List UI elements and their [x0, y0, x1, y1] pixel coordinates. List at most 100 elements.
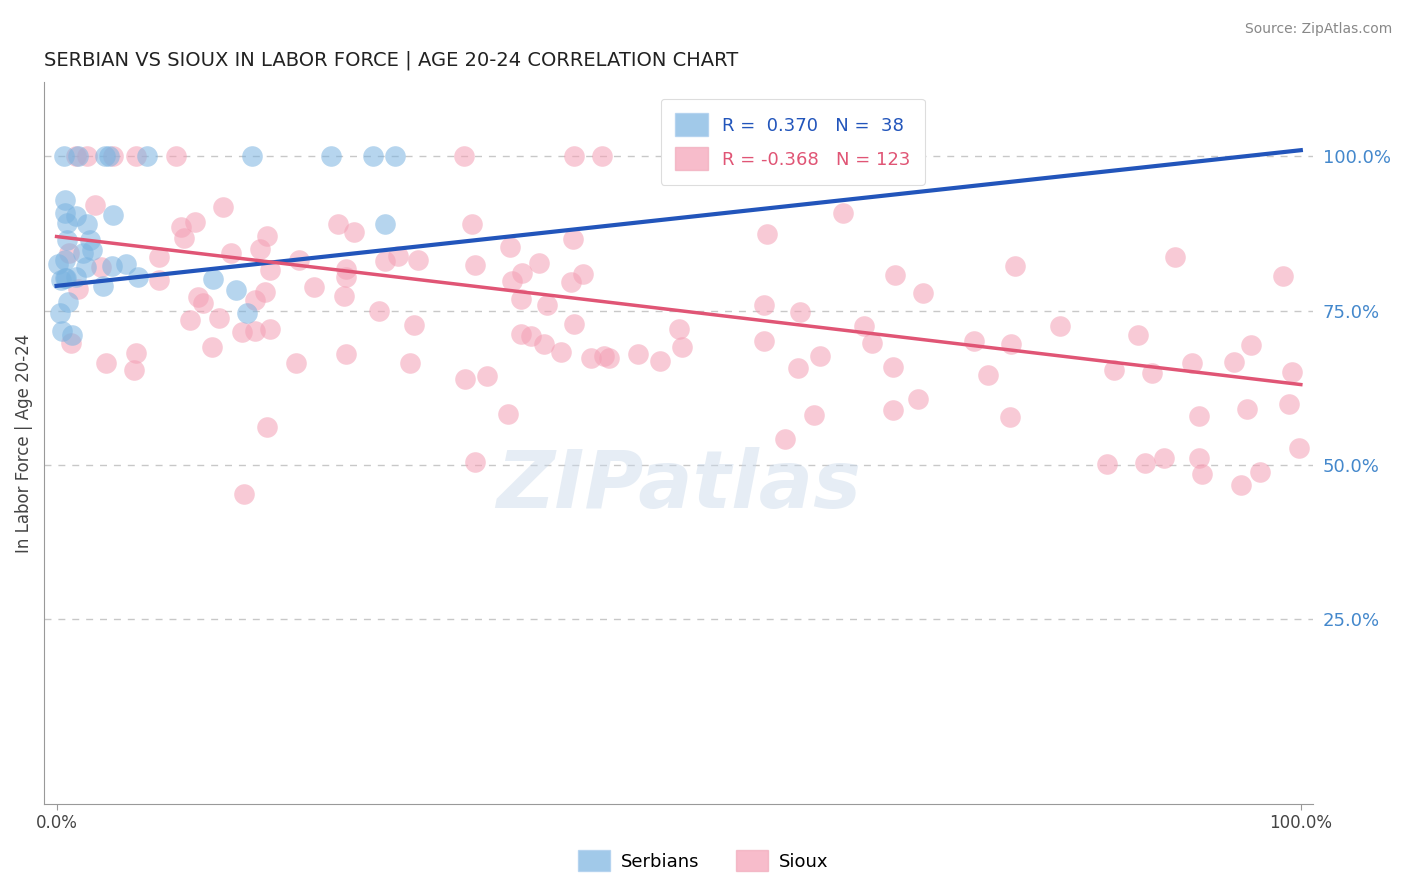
Point: [786, 361, 808, 376]
Point: [343, 225, 366, 239]
Point: [387, 249, 409, 263]
Point: [1191, 467, 1213, 481]
Point: [75, 260, 97, 274]
Point: [882, 402, 904, 417]
Point: [65, 149, 87, 163]
Point: [259, 263, 281, 277]
Point: [201, 340, 224, 354]
Point: [562, 232, 585, 246]
Point: [51, 325, 73, 339]
Point: [402, 318, 425, 332]
Point: [1004, 260, 1026, 274]
Point: [321, 149, 343, 163]
Point: [53, 193, 76, 207]
Point: [406, 253, 429, 268]
Point: [581, 351, 603, 365]
Point: [76, 218, 98, 232]
Point: [65, 270, 87, 285]
Point: [1049, 318, 1071, 333]
Point: [249, 242, 271, 256]
Point: [1271, 268, 1294, 283]
Point: [499, 239, 522, 253]
Point: [259, 322, 281, 336]
Point: [51, 273, 73, 287]
Point: [562, 317, 585, 331]
Point: [1249, 466, 1271, 480]
Point: [135, 149, 157, 163]
Point: [860, 335, 883, 350]
Point: [501, 274, 523, 288]
Point: [536, 298, 558, 312]
Point: [335, 270, 357, 285]
Point: [1278, 397, 1301, 411]
Point: [114, 257, 136, 271]
Text: SERBIAN VS SIOUX IN LABOR FORCE | AGE 20-24 CORRELATION CHART: SERBIAN VS SIOUX IN LABOR FORCE | AGE 20…: [44, 51, 738, 70]
Point: [1153, 450, 1175, 465]
Point: [533, 337, 555, 351]
Point: [598, 351, 620, 365]
Point: [256, 419, 278, 434]
Point: [464, 258, 486, 272]
Point: [527, 256, 550, 270]
Point: [399, 356, 422, 370]
Point: [755, 227, 778, 241]
Point: [668, 322, 690, 336]
Point: [1000, 410, 1022, 425]
Point: [173, 231, 195, 245]
Point: [67, 282, 90, 296]
Point: [183, 215, 205, 229]
Point: [789, 304, 811, 318]
Point: [202, 272, 225, 286]
Point: [165, 149, 187, 163]
Point: [562, 149, 585, 163]
Point: [335, 262, 357, 277]
Point: [302, 280, 325, 294]
Point: [773, 432, 796, 446]
Point: [335, 347, 357, 361]
Point: [191, 295, 214, 310]
Point: [509, 292, 531, 306]
Point: [212, 200, 235, 214]
Point: [125, 149, 148, 163]
Point: [53, 253, 76, 268]
Point: [328, 217, 350, 231]
Point: [66, 149, 89, 163]
Point: [1126, 328, 1149, 343]
Point: [288, 253, 311, 268]
Point: [55, 271, 77, 285]
Point: [170, 220, 193, 235]
Point: [591, 149, 613, 163]
Point: [179, 313, 201, 327]
Point: [374, 253, 396, 268]
Point: [384, 149, 406, 163]
Point: [72, 246, 94, 260]
Point: [1104, 362, 1126, 376]
Point: [1181, 356, 1204, 370]
Point: [127, 270, 149, 285]
Point: [853, 319, 876, 334]
Point: [148, 250, 170, 264]
Text: Source: ZipAtlas.com: Source: ZipAtlas.com: [1244, 22, 1392, 37]
Point: [231, 325, 253, 339]
Point: [233, 487, 256, 501]
Point: [94, 356, 117, 370]
Point: [831, 206, 853, 220]
Point: [49, 306, 72, 320]
Point: [1222, 354, 1244, 368]
Point: [1133, 456, 1156, 470]
Point: [454, 372, 477, 386]
Point: [464, 455, 486, 469]
Point: [627, 347, 650, 361]
Point: [453, 149, 475, 163]
Point: [1188, 450, 1211, 465]
Point: [58, 294, 80, 309]
Point: [884, 268, 907, 283]
Point: [963, 334, 986, 348]
Point: [221, 246, 243, 260]
Point: [572, 267, 595, 281]
Point: [94, 149, 117, 163]
Point: [243, 293, 266, 308]
Point: [1281, 365, 1303, 379]
Point: [808, 349, 831, 363]
Point: [225, 283, 247, 297]
